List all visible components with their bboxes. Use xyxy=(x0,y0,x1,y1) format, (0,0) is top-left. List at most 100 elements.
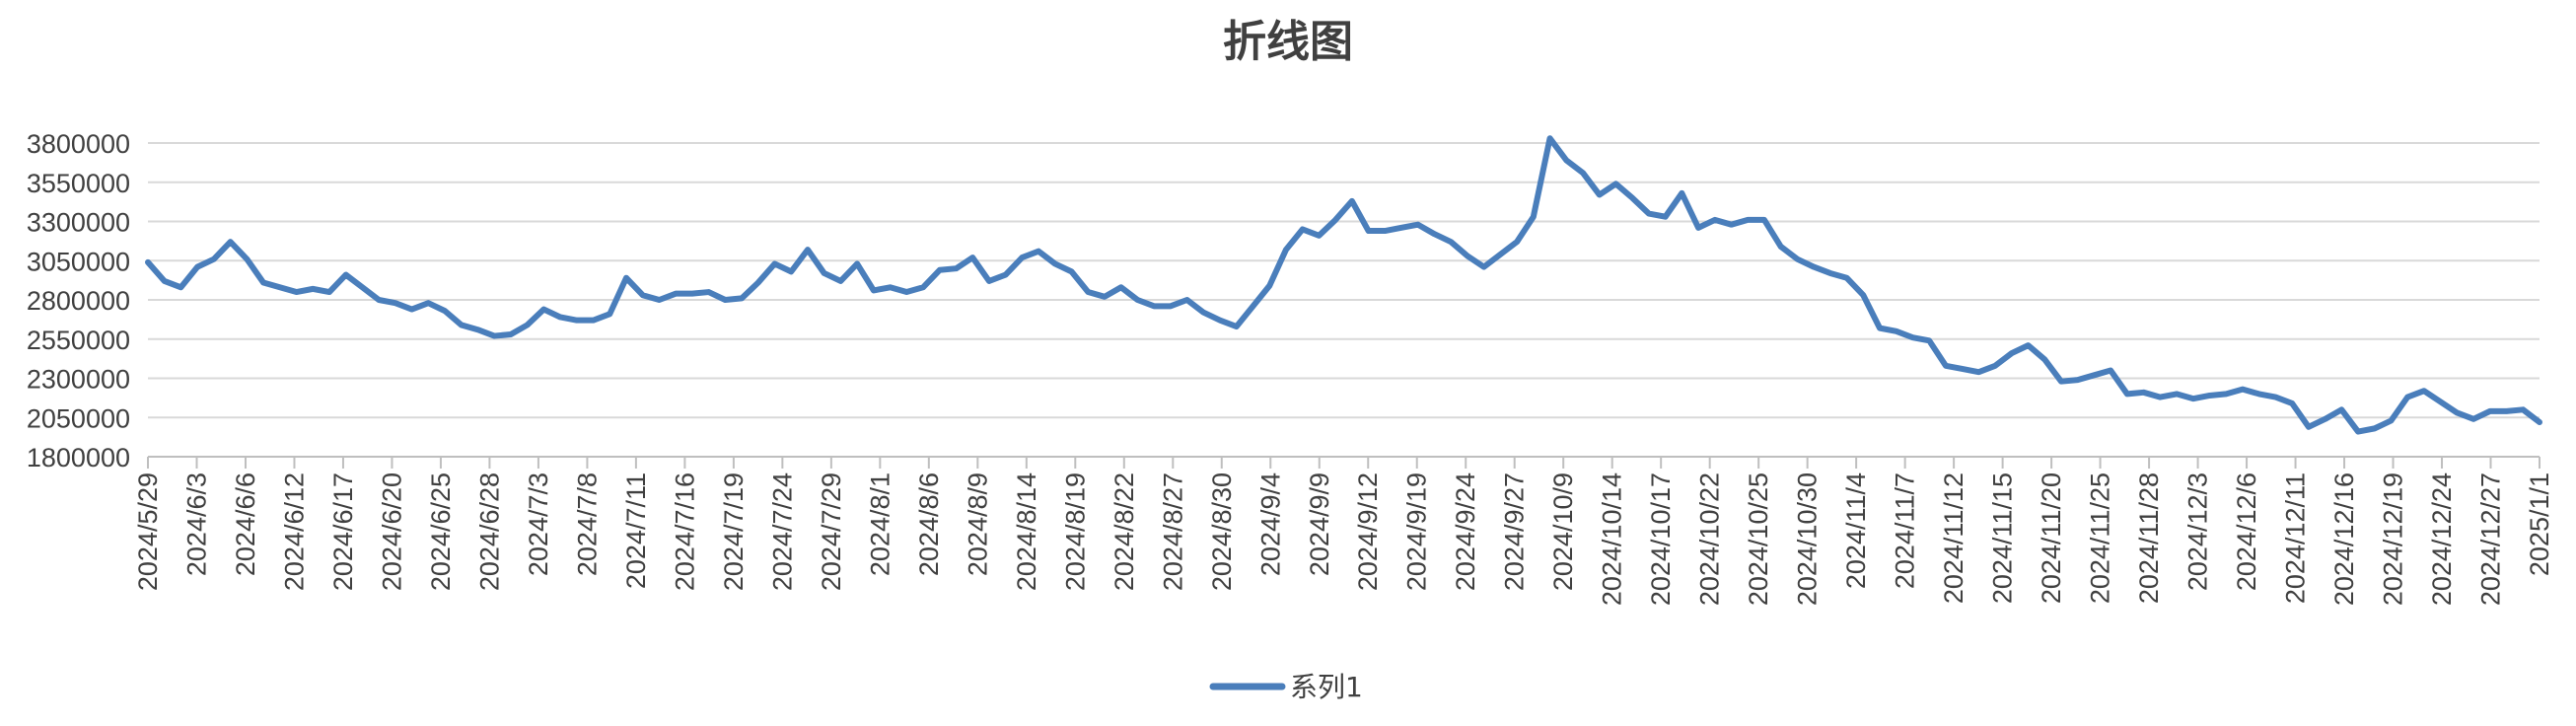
data-point xyxy=(311,286,316,291)
x-tick-label: 2024/11/20 xyxy=(2037,472,2066,604)
data-point xyxy=(1564,158,1569,163)
x-tick-label: 2024/9/27 xyxy=(1500,472,1530,591)
data-point xyxy=(2487,408,2492,413)
data-point xyxy=(1993,363,1998,368)
data-point xyxy=(608,312,612,317)
x-axis: 2024/5/29 2024/6/3 2024/6/6 2024/6/12 2024/6… xyxy=(133,457,2554,606)
data-point xyxy=(1630,195,1635,200)
x-tick-label: 2024/6/17 xyxy=(328,472,358,591)
data-point xyxy=(1383,229,1388,234)
x-tick-label: 2024/8/19 xyxy=(1060,472,1090,591)
x-tick-label: 2024/6/6 xyxy=(231,472,260,576)
x-tick-label: 2024/8/1 xyxy=(865,472,894,576)
data-point xyxy=(1052,261,1057,266)
data-point xyxy=(377,298,382,302)
data-point xyxy=(245,256,250,261)
data-point xyxy=(277,285,282,290)
x-tick-label: 2024/8/6 xyxy=(914,472,944,576)
data-point xyxy=(1399,225,1404,230)
data-point xyxy=(2175,392,2180,397)
x-tick-label: 2024/11/28 xyxy=(2134,472,2164,604)
data-point xyxy=(1778,244,1783,249)
data-point xyxy=(1135,298,1140,302)
data-point xyxy=(326,290,331,295)
data-point xyxy=(1184,298,1189,302)
x-tick-label: 2024/7/3 xyxy=(524,472,553,576)
data-point xyxy=(1465,254,1469,258)
data-point xyxy=(1812,264,1817,269)
data-point xyxy=(2009,351,2014,356)
x-tick-label: 2024/11/25 xyxy=(2086,472,2115,604)
x-tick-label: 2024/12/27 xyxy=(2476,472,2506,606)
data-point xyxy=(1086,290,1091,295)
data-point xyxy=(2190,397,2195,401)
y-axis: 1800000 2050000 2300000 2550000 2800000 30500… xyxy=(27,129,130,472)
data-point xyxy=(475,327,480,332)
data-point xyxy=(1498,252,1503,256)
data-point xyxy=(2471,416,2476,421)
data-point xyxy=(146,259,150,264)
data-point xyxy=(740,296,745,301)
data-point xyxy=(1696,225,1701,230)
x-tick-label: 2024/9/9 xyxy=(1305,472,1334,576)
x-tick-label: 2024/8/30 xyxy=(1207,472,1237,591)
data-point xyxy=(1118,285,1123,290)
data-point xyxy=(921,285,926,290)
data-point xyxy=(1218,318,1223,323)
data-point xyxy=(2306,424,2311,429)
data-point xyxy=(1894,328,1898,333)
x-tick-label: 2024/11/12 xyxy=(1939,472,1968,604)
y-tick-label: 1800000 xyxy=(27,443,130,472)
data-point xyxy=(1827,270,1832,275)
data-point xyxy=(1976,370,1981,375)
data-point xyxy=(1746,217,1751,222)
x-tick-label: 2024/10/17 xyxy=(1646,472,1676,606)
data-point xyxy=(805,248,810,253)
data-point xyxy=(195,264,200,269)
data-point xyxy=(1943,363,1948,368)
data-point xyxy=(937,267,942,272)
data-point xyxy=(1581,171,1585,176)
data-point xyxy=(2356,429,2361,434)
series-layer xyxy=(145,135,2542,435)
data-point xyxy=(426,301,431,306)
data-point xyxy=(1069,269,1074,274)
x-tick-label: 2024/7/11 xyxy=(621,472,651,589)
data-point xyxy=(1432,232,1437,237)
data-point xyxy=(871,288,876,293)
x-tick-label: 2024/10/30 xyxy=(1793,472,1823,606)
x-tick-label: 2024/8/9 xyxy=(963,472,992,576)
data-point xyxy=(409,307,414,312)
data-point xyxy=(1861,293,1866,298)
data-point xyxy=(1844,275,1849,280)
y-tick-label: 2550000 xyxy=(27,326,130,355)
y-tick-label: 3800000 xyxy=(27,129,130,159)
data-point xyxy=(954,266,959,271)
data-point xyxy=(2026,343,2031,348)
data-point xyxy=(2075,378,2080,383)
data-point xyxy=(2504,408,2509,413)
y-tick-label: 2800000 xyxy=(27,286,130,316)
data-point xyxy=(706,290,711,295)
data-point xyxy=(360,285,365,290)
data-point xyxy=(1515,240,1520,245)
data-point xyxy=(1234,325,1239,329)
x-tick-label: 2024/6/12 xyxy=(279,472,309,591)
data-point xyxy=(772,261,777,266)
data-point xyxy=(1547,136,1552,141)
data-point xyxy=(723,298,728,302)
x-tick-label: 2024/12/3 xyxy=(2183,472,2213,591)
data-point xyxy=(2042,357,2047,362)
x-tick-label: 2024/10/9 xyxy=(1548,472,1578,591)
data-point xyxy=(294,290,299,295)
x-tick-label: 2024/8/14 xyxy=(1012,472,1041,591)
data-point xyxy=(2158,395,2163,399)
data-point xyxy=(1910,335,1915,340)
x-tick-label: 2024/11/15 xyxy=(1988,472,2018,604)
data-point xyxy=(1103,294,1107,299)
data-point xyxy=(1366,229,1371,234)
data-point xyxy=(855,261,860,266)
data-point xyxy=(541,307,546,312)
